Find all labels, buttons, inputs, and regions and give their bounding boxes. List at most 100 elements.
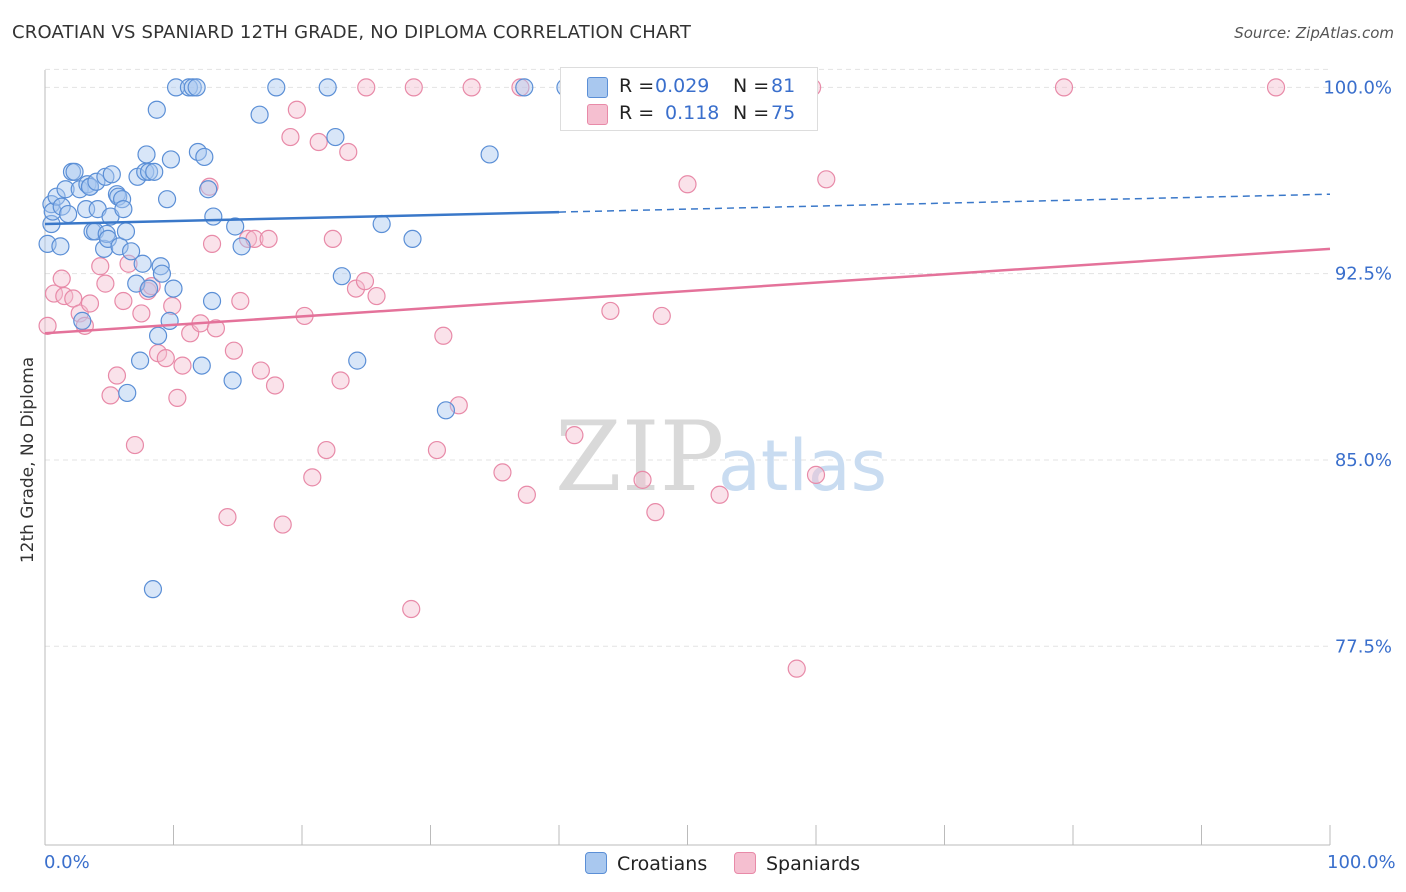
spaniard-point [806,465,826,484]
croatians-trend-solid [44,210,560,226]
bottom-spaniards-label: Spaniards [766,853,861,875]
croatian-point [133,254,152,273]
spaniard-point [710,485,729,504]
spaniard-point [224,341,243,360]
croatian-point [148,326,168,345]
spaniard-point [787,659,806,678]
x-tick-label-max: 100.0% [1327,852,1396,873]
croatian-point [326,127,345,147]
spaniard-point [678,175,697,194]
croatian-point [403,229,422,249]
croatian-point [95,239,114,258]
spaniard-point [80,294,100,313]
croatian-point [116,222,136,241]
spaniard-point [52,269,71,288]
croatian-point [73,311,92,330]
y-tick-label: 77.5% [1335,636,1392,657]
spaniards-r-value: 0.118 [665,102,720,124]
spaniard-point [355,272,375,291]
croatian-point [187,78,206,97]
croatian-point [52,197,71,216]
spaniard-point [1054,78,1074,97]
watermark: ZIP atlas [555,401,887,513]
croatian-point [204,207,223,226]
spaniard-point [125,435,145,455]
spaniard-point [323,229,342,249]
croatian-point [332,267,351,286]
spaniard-point [402,599,421,619]
spaniard-point [265,376,285,395]
spaniards-n-value: 75 [771,102,796,124]
spaniard-point [427,440,447,460]
croatian-point [151,257,170,276]
spaniard-point [511,78,530,97]
croatian-point [183,78,202,97]
y-tick-label: 92.5% [1335,264,1392,285]
croatian-point [223,371,242,390]
croatian-point [348,351,367,370]
croatian-point [56,180,75,199]
spaniard-point [462,78,481,97]
spaniard-point [202,234,222,253]
croatians-r-value: 0.029 [655,75,710,97]
spaniard-point [281,127,300,147]
croatian-point [164,279,183,298]
croatian-point [161,150,181,169]
bottom-legend-croatians: Croatians [585,852,707,875]
croatian-point [87,172,106,191]
croatians-swatch [587,77,608,98]
bottom-legend-spaniards: Spaniards [734,852,860,875]
croatian-point [192,356,211,375]
croatian-point [114,200,133,219]
bottom-croatians-swatch [585,852,607,874]
spaniard-point [132,304,151,323]
croatian-point [515,78,534,97]
croatian-point [139,279,159,298]
spaniards-n-label: N = [733,102,770,124]
croatian-point [152,264,172,283]
spaniard-point [646,503,665,522]
croatian-point [65,162,84,181]
croatian-point [139,162,159,181]
spaniard-point [91,257,110,276]
spaniard-point [493,463,512,482]
croatian-point [130,351,150,370]
spaniard-point [652,306,671,326]
spaniards-trend [44,247,1331,335]
croatian-point [436,401,456,420]
croatian-point [372,214,391,234]
spaniard-point [309,132,328,152]
spaniard-point [339,142,358,162]
spaniard-point [206,319,226,338]
croatians-n-label: N = [733,75,770,97]
spaniards-r-label: R = [619,102,655,124]
spaniard-point [238,229,258,249]
spaniard-point [259,229,278,249]
spaniards-points [38,78,1286,678]
croatian-point [118,383,137,403]
spaniard-point [317,440,336,460]
croatian-point [59,204,78,224]
croatian-point [157,190,177,209]
source-label: Source: ZipAtlas.com [1234,24,1394,42]
watermark-zip: ZIP [555,401,724,513]
spaniard-point [142,277,161,296]
croatian-point [121,242,141,261]
croatian-point [160,311,179,330]
x-tick-label-min: 0.0% [44,852,90,873]
croatian-point [137,145,156,164]
croatian-point [195,147,214,167]
spaniard-point [231,291,250,311]
croatian-point [267,78,286,97]
spaniard-point [331,371,350,390]
croatian-point [226,217,245,236]
croatian-point [147,100,166,119]
spaniard-point [517,485,536,504]
spaniard-point [107,366,127,385]
spaniard-point [367,286,386,306]
spaniard-point [156,349,175,368]
watermark-atlas: atlas [718,425,887,507]
spaniard-point [633,470,652,489]
spaniard-point [357,78,376,97]
